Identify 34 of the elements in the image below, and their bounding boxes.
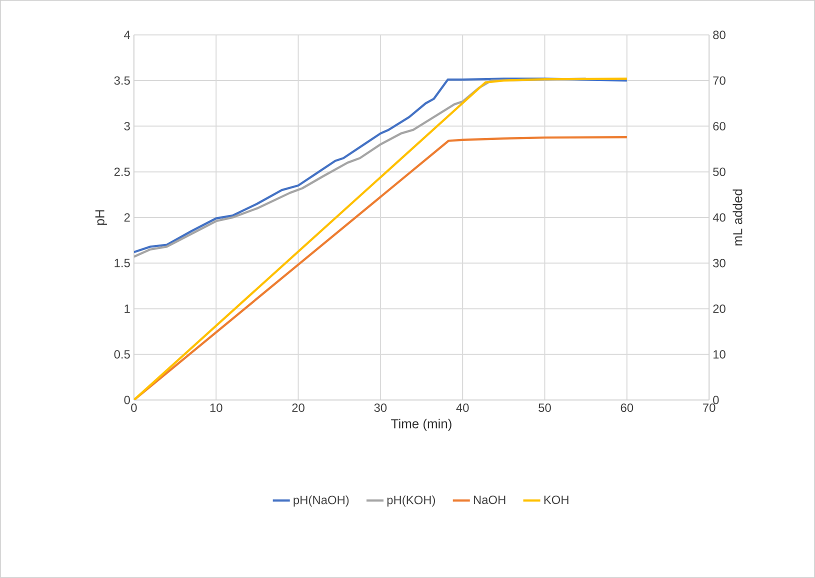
x-tick-label: 40 <box>456 404 469 412</box>
legend-label: pH(KOH) <box>387 495 436 507</box>
y2-tick-label: 0 <box>713 396 719 404</box>
y-tick-label: 0.5 <box>114 350 130 359</box>
x-tick-label: 30 <box>374 404 387 412</box>
y-tick-label: 2.5 <box>114 168 130 176</box>
x-tick-label: 60 <box>620 404 634 412</box>
legend-label: pH(NaOH) <box>294 495 349 507</box>
x-axis-title: Time (min) <box>391 418 452 431</box>
y-tick-label: 3.5 <box>114 76 130 85</box>
y2-tick-label: 40 <box>712 213 726 222</box>
y-tick-label: 3 <box>124 122 130 130</box>
y2-tick-label: 10 <box>714 350 726 359</box>
y2-tick-label: 60 <box>713 122 726 130</box>
legend-label: KOH <box>544 496 568 504</box>
y2-tick-label: 70 <box>713 76 726 85</box>
y-tick-label: 2 <box>124 213 130 222</box>
x-tick-label: 20 <box>292 404 304 412</box>
y-tick-label: 1.5 <box>114 258 130 268</box>
legend-label: NaOH <box>474 496 506 504</box>
y2-tick-label: 20 <box>713 304 726 313</box>
y-axis-title: pH <box>95 210 107 225</box>
y-tick-label: 1 <box>124 304 130 313</box>
y2-tick-label: 50 <box>713 168 726 176</box>
y-tick-label: 4 <box>124 30 130 40</box>
x-tick-label: 10 <box>210 404 222 412</box>
line-series <box>134 78 628 400</box>
y2-axis-title: mL added <box>732 190 742 246</box>
x-tick-label: 50 <box>538 404 551 412</box>
x-tick-label: 70 <box>703 404 716 412</box>
x-tick-label: 0 <box>131 404 137 412</box>
y2-tick-label: 30 <box>713 258 726 268</box>
y2-tick-label: 80 <box>713 30 726 40</box>
y-tick-label: 0 <box>124 396 130 404</box>
